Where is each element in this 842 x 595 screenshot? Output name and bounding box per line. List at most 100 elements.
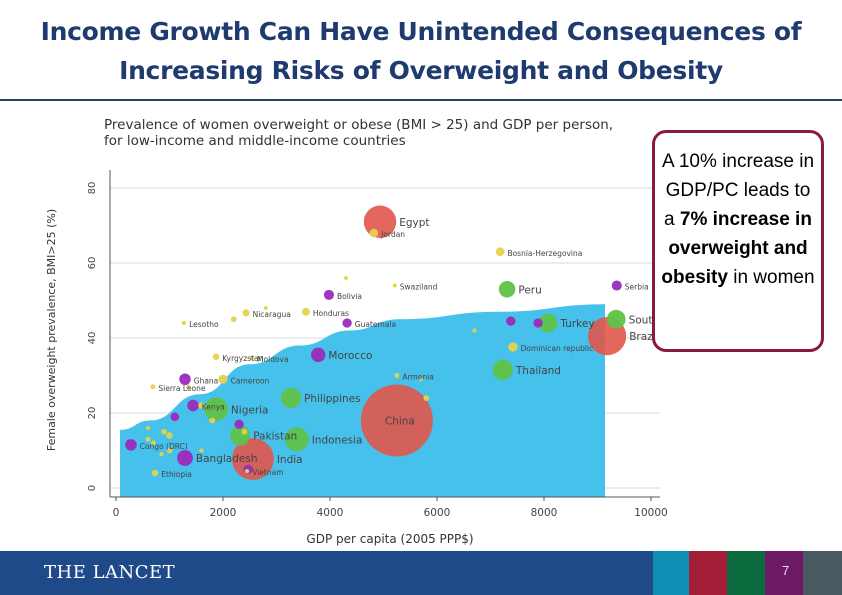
bubble-bangladesh bbox=[177, 450, 193, 466]
bubble-nigeria bbox=[204, 397, 228, 422]
bubble-unlabeled bbox=[166, 432, 173, 439]
country-label: China bbox=[385, 416, 415, 428]
bubble-unlabeled bbox=[159, 452, 164, 457]
country-label: India bbox=[277, 454, 303, 466]
bubble-indonesia bbox=[284, 427, 309, 452]
country-label: Peru bbox=[518, 284, 541, 296]
country-label: Philippines bbox=[304, 393, 361, 405]
bubble-india bbox=[232, 438, 274, 481]
bubble-unlabeled bbox=[209, 417, 216, 424]
y-tick-label: 20 bbox=[87, 407, 98, 420]
bubble-unlabeled bbox=[241, 428, 248, 435]
country-label: Sierra Leone bbox=[158, 384, 205, 393]
country-label: Kyrgyzstan bbox=[222, 354, 263, 363]
x-axis-label: GDP per capita (2005 PPP$) bbox=[306, 532, 473, 546]
footer-band-blue bbox=[0, 551, 653, 595]
country-label: Swaziland bbox=[400, 283, 438, 292]
bubble-vietnam bbox=[244, 468, 250, 474]
bubble-unlabeled bbox=[170, 412, 180, 422]
bubble-china bbox=[360, 384, 433, 457]
page-number: 7 bbox=[782, 563, 790, 578]
bubble-unlabeled bbox=[234, 419, 244, 429]
country-label: Indonesia bbox=[312, 434, 363, 446]
bubble-congo-drc- bbox=[125, 439, 137, 451]
title-line-1: Income Growth Can Have Unintended Conseq… bbox=[40, 17, 802, 46]
bubble-unlabeled bbox=[344, 276, 349, 280]
country-label: Cameroon bbox=[231, 376, 270, 385]
bubble-moldova bbox=[249, 355, 255, 361]
country-label: Bolivia bbox=[337, 292, 362, 301]
country-label: Vietnam bbox=[252, 468, 283, 477]
country-label: Bosnia-Herzegovina bbox=[507, 249, 582, 258]
bubble-philippines bbox=[280, 387, 302, 409]
bubble-unlabeled bbox=[150, 440, 156, 446]
bubble-ethiopia bbox=[151, 469, 159, 477]
bubble-nicaragua bbox=[242, 309, 250, 317]
country-label: Lesotho bbox=[189, 320, 219, 329]
country-label: Guatemala bbox=[355, 320, 396, 329]
lancet-logo: THE LANCET bbox=[44, 562, 176, 583]
bubble-unlabeled bbox=[161, 428, 168, 435]
bubble-dominican-republic bbox=[508, 342, 518, 352]
bubble-morocco bbox=[311, 347, 326, 363]
bubble-cameroon bbox=[218, 374, 228, 384]
bubble-unlabeled bbox=[506, 316, 516, 326]
callout-text: A 10% increase in GDP/PC leads to a bbox=[661, 151, 815, 230]
x-tick-label: 6000 bbox=[424, 507, 451, 519]
bubble-ghana bbox=[179, 373, 191, 386]
bubble-unlabeled bbox=[418, 377, 423, 382]
bubble-unlabeled bbox=[533, 318, 543, 328]
title-divider bbox=[0, 99, 842, 101]
country-label: Nicaragua bbox=[253, 310, 291, 319]
y-tick-label: 40 bbox=[87, 332, 98, 345]
country-label: Bangladesh bbox=[196, 453, 258, 465]
country-label: Egypt bbox=[399, 217, 429, 229]
footer-bar bbox=[0, 551, 842, 595]
bubble-unlabeled bbox=[145, 436, 151, 442]
scatter-chart: Prevalence of women overweight or obese … bbox=[45, 117, 692, 546]
footer-band-purple bbox=[765, 551, 803, 595]
bubble-unlabeled bbox=[472, 328, 477, 333]
country-label: Dominican republic bbox=[521, 344, 594, 353]
y-tick-label: 80 bbox=[87, 182, 98, 195]
footer-band-teal bbox=[653, 551, 689, 595]
country-label: Ethiopia bbox=[161, 470, 192, 479]
bubble-unlabeled bbox=[198, 402, 205, 409]
x-tick-label: 4000 bbox=[317, 507, 344, 519]
country-label: Congo (DRC) bbox=[140, 442, 188, 451]
bubble-honduras bbox=[301, 307, 310, 316]
bubble-armenia bbox=[394, 372, 400, 379]
callout-bold-text: 7% increase in overweight and obesity bbox=[661, 209, 812, 288]
bubble-bosnia-herzegovina bbox=[495, 247, 505, 257]
bubble-bolivia bbox=[323, 289, 334, 300]
y-axis-label: Female overweight prevalence, BMI>25 (%) bbox=[45, 209, 58, 451]
bubble-unlabeled bbox=[145, 425, 151, 431]
y-tick-label: 0 bbox=[87, 485, 98, 491]
x-tick-label: 0 bbox=[113, 507, 120, 519]
bubble-peru bbox=[498, 280, 516, 298]
chart-title-line-1: Prevalence of women overweight or obese … bbox=[104, 117, 613, 133]
bubble-unlabeled bbox=[199, 448, 204, 453]
callout-box: A 10% increase in GDP/PC leads to a 7% i… bbox=[652, 130, 824, 352]
bubble-kenya bbox=[187, 399, 199, 412]
bubble-unlabeled bbox=[186, 384, 191, 389]
bubble-unlabeled bbox=[423, 395, 430, 401]
bubble-serbia bbox=[611, 280, 622, 291]
bubble-swaziland bbox=[392, 283, 397, 288]
bubble-sierra-leone bbox=[150, 384, 156, 390]
country-label: Brazil bbox=[629, 331, 658, 343]
y-tick-label: 60 bbox=[87, 257, 98, 270]
bubble-jordan bbox=[369, 228, 379, 238]
country-label: Nigeria bbox=[231, 404, 269, 416]
footer-band-green bbox=[727, 551, 765, 595]
country-label: Thailand bbox=[515, 365, 561, 377]
bubble-unlabeled bbox=[263, 306, 268, 310]
bubble-kyrgyzstan bbox=[212, 353, 220, 360]
x-tick-label: 8000 bbox=[531, 507, 558, 519]
country-label: Serbia bbox=[625, 283, 649, 292]
bubble-turkey bbox=[538, 313, 558, 333]
country-label: Ghana bbox=[194, 376, 219, 385]
country-label: Turkey bbox=[559, 318, 594, 330]
bubble-unlabeled bbox=[166, 447, 173, 454]
footer-band-gray bbox=[803, 551, 842, 595]
